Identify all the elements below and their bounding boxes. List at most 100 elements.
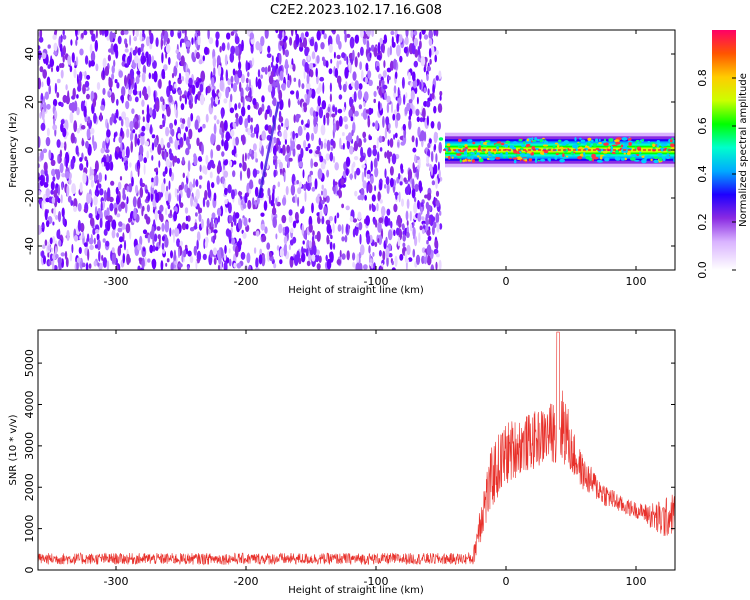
spectrogram-cell [372,148,378,157]
spectrogram-cell [322,82,325,94]
spectrogram-cell [195,212,198,217]
spectrogram-cell [168,180,171,190]
signal-cell [608,138,614,142]
spectrogram-cell [41,52,47,60]
spectrogram-cell [247,114,251,124]
spectrogram-cell [332,156,336,163]
signal-cell [503,156,506,159]
spectrogram-cell [426,229,431,236]
spectrogram-cell [124,48,129,53]
spectrogram-cell [346,250,350,261]
signal-cell [598,142,602,145]
spectrogram-cell [296,114,301,119]
spectrogram-cell [398,191,401,203]
spectrogram-cell [125,117,130,128]
signal-cell [496,145,499,150]
signal-cell [627,138,631,141]
spectrogram-cell [384,184,387,189]
spectrogram-cell [277,196,280,201]
spectrogram-cell [132,196,137,208]
spectrogram-cell [273,202,275,214]
spectrogram-cell [278,161,283,170]
spectrogram-cell [410,30,414,39]
spectrogram-y-tick-label: 40 [23,47,36,61]
spectrogram-cell [158,78,162,89]
spectrogram-cell [96,239,101,251]
spectrogram-cell [396,44,401,57]
spectrogram-cell [426,115,429,126]
spectrogram-cell [227,42,230,51]
signal-cell [670,143,675,147]
spectrogram-cell [84,55,89,65]
spectrogram-cell [325,153,330,161]
spectrogram-x-tick-label: 100 [626,275,647,288]
signal-cell [557,144,560,148]
spectrogram-cell [267,45,271,53]
signal-cell [586,142,591,146]
spectrogram-cell [44,210,48,221]
spectrogram-cell [158,160,161,168]
spectrogram-cell [426,100,431,108]
spectrogram-cell [198,213,202,223]
spectrogram-cell [301,205,305,214]
spectrogram-cell [420,206,423,215]
spectrogram-cell [153,90,156,103]
spectrogram-cell [358,83,363,90]
spectrogram-cell [229,52,235,63]
spectrogram-cell [295,90,299,100]
spectrogram-cell [289,64,293,69]
spectrogram-cell [354,56,358,68]
spectrogram-cell [415,156,420,161]
signal-cell [631,154,637,157]
spectrogram-cell [397,236,401,247]
spectrogram-cell [402,242,406,248]
spectrogram-cell [42,69,47,79]
spectrogram-cell [185,147,190,156]
spectrogram-cell [307,55,310,61]
spectrogram-cell [93,237,96,245]
spectrogram-cell [439,90,443,97]
spectrogram-cell [131,108,135,115]
signal-cell [659,157,663,162]
spectrogram-cell [249,32,255,40]
spectrogram-cell [427,88,430,96]
spectrogram-cell [325,219,331,226]
spectrogram-cell [106,154,110,163]
spectrogram-cell [420,202,424,207]
spectrogram-cell [231,149,235,156]
spectrogram-cell [389,166,394,176]
spectrogram-cell [86,93,90,100]
spectrogram-cell [79,157,83,162]
signal-cell [438,137,444,141]
spectrogram-cell [247,30,251,37]
spectrogram-cell [436,253,440,258]
spectrogram-cell [159,96,164,102]
spectrogram-cell [123,30,129,35]
spectrogram-cell [202,123,206,129]
spectrogram-cell [428,138,432,144]
spectrogram-cell [117,245,122,257]
spectrogram-cell [272,184,276,190]
spectrogram-cell [96,233,100,241]
spectrogram-cell [282,30,285,40]
spectrogram-cell [83,242,88,248]
spectrogram-cell [314,178,318,190]
spectrogram-cell [352,113,355,123]
spectrogram-cell [52,221,55,226]
spectrogram-cell [219,46,222,53]
signal-cell [509,145,515,149]
spectrogram-cell [145,189,149,194]
spectrogram-cell [215,38,219,48]
spectrogram-cell [53,42,58,52]
signal-cell [661,156,666,159]
spectrogram-cell [284,49,289,58]
spectrogram-cell [356,135,359,144]
spectrogram-cell [374,167,379,178]
spectrogram-cell [311,186,316,192]
spectrogram-cell [305,181,308,190]
spectrogram-cell [161,182,165,194]
spectrogram-cell [346,223,348,234]
signal-cell [634,159,640,162]
spectrogram-cell [428,48,432,58]
spectrogram-cell [321,190,323,196]
